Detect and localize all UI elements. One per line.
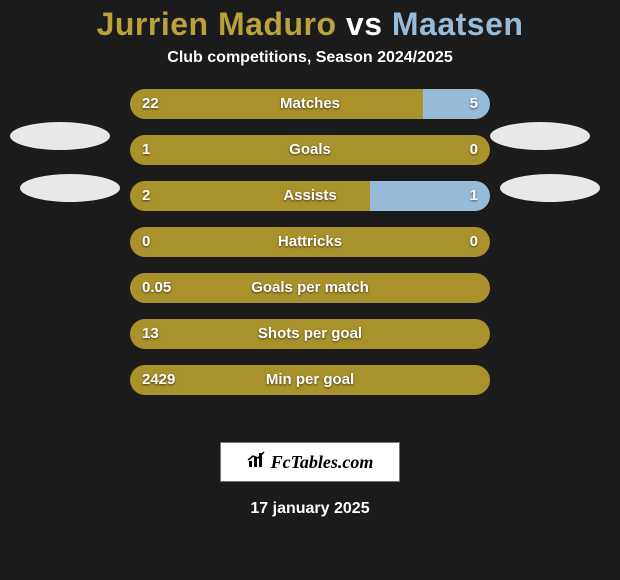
bar-chart-icon <box>247 451 267 474</box>
player1-name: Jurrien Maduro <box>97 6 337 42</box>
fctables-logo: FcTables.com <box>220 442 400 482</box>
club-badge <box>500 174 600 202</box>
stat-label: Min per goal <box>130 365 490 395</box>
stat-row: 0.05Goals per match <box>130 273 490 303</box>
stat-row: 10Goals <box>130 135 490 165</box>
club-badge <box>20 174 120 202</box>
stat-label: Goals <box>130 135 490 165</box>
logo-suffix: Tables.com <box>291 452 374 472</box>
stat-label: Shots per goal <box>130 319 490 349</box>
comparison-title: Jurrien Maduro vs Maatsen <box>0 0 620 49</box>
stat-label: Hattricks <box>130 227 490 257</box>
stat-label: Assists <box>130 181 490 211</box>
stat-label: Matches <box>130 89 490 119</box>
stat-label: Goals per match <box>130 273 490 303</box>
subtitle: Club competitions, Season 2024/2025 <box>0 49 620 67</box>
player2-name: Maatsen <box>392 6 524 42</box>
date: 17 january 2025 <box>0 500 620 518</box>
stat-row: 2429Min per goal <box>130 365 490 395</box>
stat-row: 00Hattricks <box>130 227 490 257</box>
stat-row: 21Assists <box>130 181 490 211</box>
stat-row: 13Shots per goal <box>130 319 490 349</box>
stat-row: 225Matches <box>130 89 490 119</box>
vs-text: vs <box>346 6 383 42</box>
logo-prefix: Fc <box>271 452 291 472</box>
club-badge <box>490 122 590 150</box>
club-badge <box>10 122 110 150</box>
logo-text: FcTables.com <box>271 452 374 473</box>
